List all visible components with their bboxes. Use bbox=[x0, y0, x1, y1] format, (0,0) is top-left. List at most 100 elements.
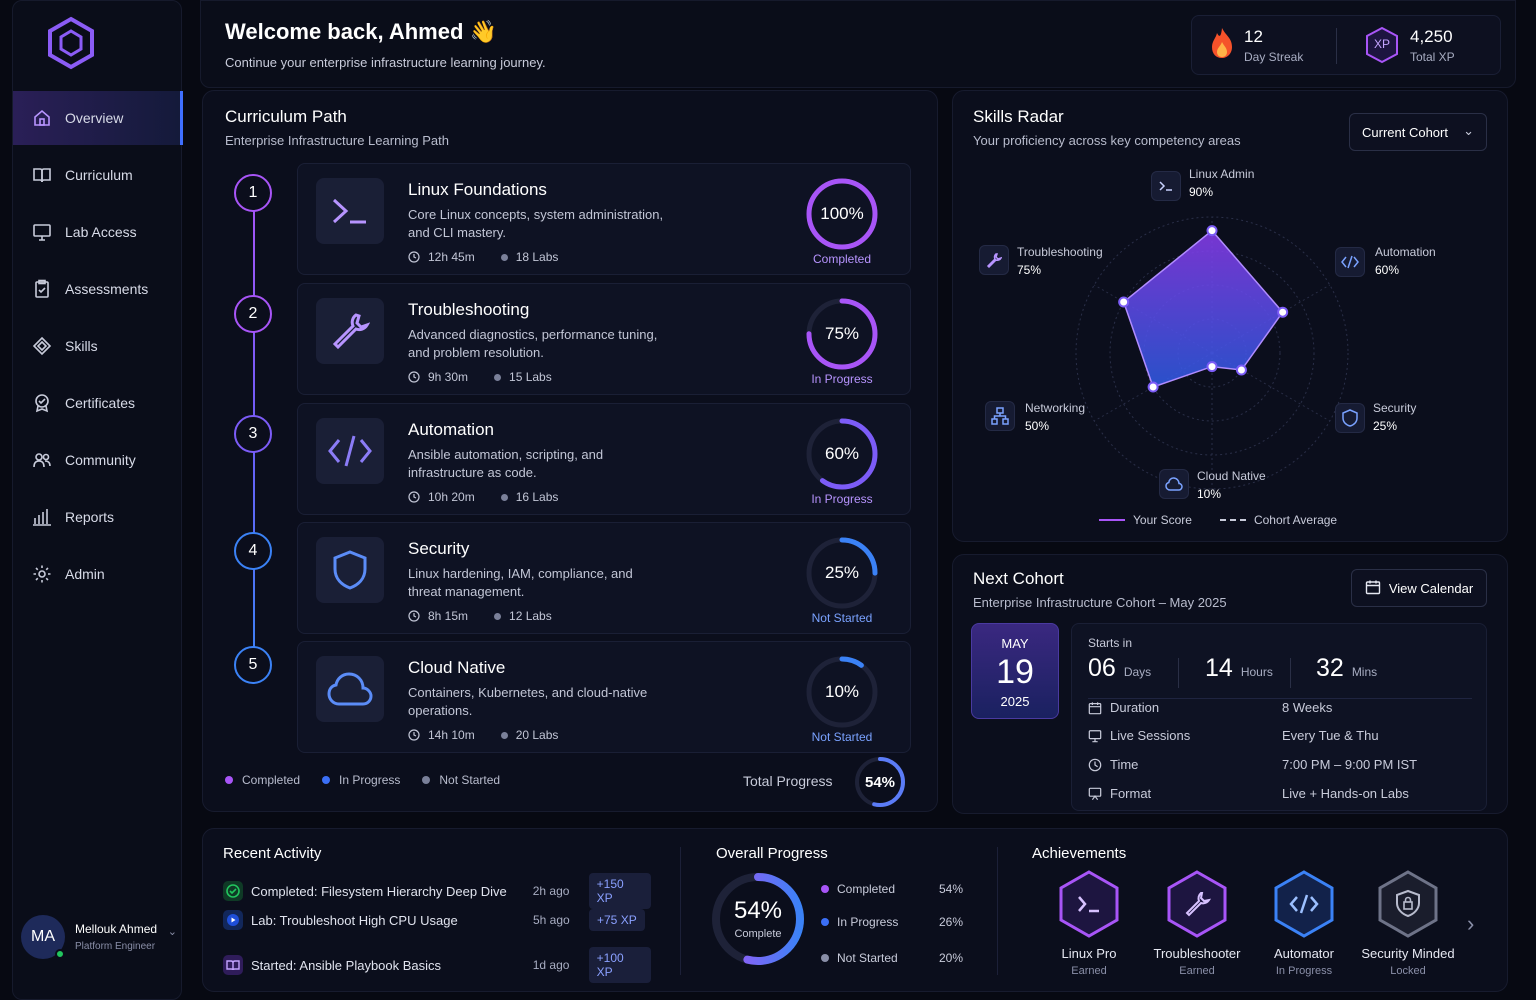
overall-progress-donut: 54% Complete bbox=[708, 869, 808, 969]
detail-value: Live + Hands-on Labs bbox=[1282, 786, 1409, 801]
radar-point bbox=[1235, 364, 1247, 376]
activity-item[interactable]: Completed: Filesystem Hierarchy Deep Div… bbox=[223, 873, 651, 909]
user-role: Platform Engineer bbox=[75, 941, 156, 952]
countdown-days-label: Days bbox=[1123, 665, 1152, 679]
countdown-hours: 14 Hours bbox=[1205, 654, 1273, 683]
module-progress-ring: 75% bbox=[804, 296, 880, 372]
chevron-right-icon[interactable]: › bbox=[1467, 911, 1475, 936]
detail-value: Every Tue & Thu bbox=[1282, 728, 1379, 743]
radar-point bbox=[1206, 225, 1218, 237]
module-card[interactable]: Security Linux hardening, IAM, compliance… bbox=[297, 522, 911, 634]
detail-key: Format bbox=[1110, 786, 1152, 801]
book-open-icon bbox=[223, 955, 243, 975]
sidebar-item-label: Skills bbox=[65, 337, 98, 354]
bullet-dot bbox=[500, 253, 508, 261]
terminal-icon bbox=[316, 178, 384, 244]
sidebar-item-community[interactable]: Community bbox=[13, 432, 183, 487]
sidebar-nav: Overview Curriculum Lab Access Assessmen… bbox=[13, 91, 183, 603]
radar-legend: Your Score Cohort Average bbox=[1099, 513, 1337, 527]
gear-icon bbox=[31, 563, 53, 585]
module-percent: 75% bbox=[824, 324, 860, 343]
achievement-security-minded[interactable]: Security Minded Locked bbox=[1358, 869, 1458, 977]
radar-label-cloud-native: Cloud Native 10% bbox=[1197, 467, 1266, 503]
sidebar-item-skills[interactable]: Skills bbox=[13, 318, 183, 373]
module-card[interactable]: Automation Ansible automation, scripting,… bbox=[297, 403, 911, 515]
sidebar-item-assessments[interactable]: Assessments bbox=[13, 261, 183, 316]
logo-hexagon-icon[interactable] bbox=[43, 15, 99, 71]
sidebar-item-lab-access[interactable]: Lab Access bbox=[13, 204, 183, 259]
sidebar-item-label: Overview bbox=[65, 110, 124, 126]
activity-text: Lab: Troubleshoot High CPU Usage bbox=[251, 912, 458, 928]
countdown-mins-value: 32 bbox=[1316, 654, 1344, 682]
countdown-mins-label: Mins bbox=[1351, 665, 1378, 679]
module-title: Linux Foundations bbox=[408, 180, 547, 199]
sidebar-item-admin[interactable]: Admin bbox=[13, 546, 183, 601]
detail-row-format: Format Live + Hands-on Labs bbox=[1088, 786, 1478, 801]
module-meta: 8h 15m 12 Labs bbox=[408, 609, 552, 623]
overall-row-label: Completed bbox=[837, 882, 896, 896]
cloud-icon bbox=[316, 656, 384, 722]
activity-item[interactable]: Started: Ansible Playbook Basics 1d ago … bbox=[223, 947, 651, 983]
sidebar-item-curriculum[interactable]: Curriculum bbox=[13, 147, 183, 202]
achievement-troubleshooter[interactable]: Troubleshooter Earned bbox=[1147, 869, 1247, 977]
sidebar-item-reports[interactable]: Reports bbox=[13, 489, 183, 544]
radar-label-security: Security 25% bbox=[1373, 399, 1416, 435]
module-title: Automation bbox=[408, 420, 494, 439]
waving-hand-icon: 👋 bbox=[469, 19, 497, 44]
cohort-dropdown[interactable]: Current Cohort ⌄ bbox=[1349, 113, 1487, 151]
user-profile[interactable]: MA Mellouk Ahmed Platform Engineer ⌄ bbox=[21, 909, 181, 965]
sidebar: Overview Curriculum Lab Access Assessmen… bbox=[12, 0, 183, 1000]
radar-label-troubleshooting: Troubleshooting 75% bbox=[1017, 243, 1103, 279]
module-meta: 14h 10m 20 Labs bbox=[408, 728, 558, 742]
page-subtitle: Continue your enterprise infrastructure … bbox=[225, 55, 546, 70]
monitor-icon bbox=[1088, 729, 1102, 742]
module-percent: 25% bbox=[824, 563, 860, 582]
section-divider bbox=[680, 847, 681, 975]
sidebar-item-label: Admin bbox=[65, 565, 105, 582]
view-calendar-label: View Calendar bbox=[1388, 580, 1474, 596]
module-description: Containers, Kubernetes, and cloud-native… bbox=[408, 685, 648, 718]
user-name: Mellouk Ahmed bbox=[75, 922, 158, 936]
terminal-hexagon-icon bbox=[1059, 870, 1119, 938]
overall-progress-caption: Complete bbox=[734, 928, 782, 940]
cohort-date-box: MAY 19 2025 bbox=[971, 623, 1059, 719]
cloud-icon bbox=[1159, 469, 1189, 499]
achievement-automator[interactable]: Automator In Progress bbox=[1254, 869, 1354, 977]
sidebar-item-overview[interactable]: Overview bbox=[13, 91, 183, 145]
radar-label-linux-admin: Linux Admin 90% bbox=[1189, 165, 1254, 201]
detail-value: 8 Weeks bbox=[1282, 700, 1333, 715]
activity-item[interactable]: Lab: Troubleshoot High CPU Usage 5h ago … bbox=[223, 909, 651, 931]
countdown-days: 06 Days bbox=[1088, 654, 1151, 683]
achievement-linux-pro[interactable]: Linux Pro Earned bbox=[1039, 869, 1139, 977]
chevron-down-icon[interactable]: ⌄ bbox=[167, 926, 177, 938]
countdown-mins: 32 Mins bbox=[1316, 654, 1377, 683]
stats-card: 12 Day Streak XP 4,250 Total XP bbox=[1191, 15, 1501, 75]
module-card[interactable]: Cloud Native Containers, Kubernetes, and … bbox=[297, 641, 911, 753]
clock-icon bbox=[408, 610, 420, 622]
view-calendar-button[interactable]: View Calendar bbox=[1351, 569, 1487, 607]
module-card[interactable]: Linux Foundations Core Linux concepts, sy… bbox=[297, 163, 911, 275]
total-progress-ring: 54% bbox=[853, 755, 907, 809]
users-icon bbox=[31, 449, 53, 471]
welcome-text: Welcome back, Ahmed bbox=[225, 19, 464, 44]
legend-line-score bbox=[1099, 519, 1125, 521]
radar-point bbox=[1118, 296, 1130, 308]
clock-icon bbox=[408, 491, 420, 503]
clock-icon bbox=[1088, 758, 1102, 771]
sidebar-item-label: Certificates bbox=[65, 394, 136, 411]
legend-label: In Progress bbox=[339, 773, 401, 787]
home-icon bbox=[31, 107, 53, 129]
legend-not-started: Not Started bbox=[422, 773, 500, 787]
sidebar-item-certificates[interactable]: Certificates bbox=[13, 375, 183, 430]
detail-row-duration: Duration 8 Weeks bbox=[1088, 700, 1478, 715]
module-card[interactable]: Troubleshooting Advanced diagnostics, per… bbox=[297, 283, 911, 395]
overall-row-not-started: Not Started 20% bbox=[821, 951, 963, 965]
bar-chart-icon bbox=[31, 506, 53, 528]
wrench-icon bbox=[316, 298, 384, 364]
module-status: Not Started bbox=[811, 730, 873, 744]
sidebar-item-label: Curriculum bbox=[65, 166, 133, 183]
achievement-status: Earned bbox=[1071, 965, 1107, 977]
detail-value: 7:00 PM – 9:00 PM IST bbox=[1282, 757, 1418, 772]
code-hexagon-icon bbox=[1274, 870, 1334, 938]
lock-shield-hexagon-icon bbox=[1378, 870, 1438, 938]
